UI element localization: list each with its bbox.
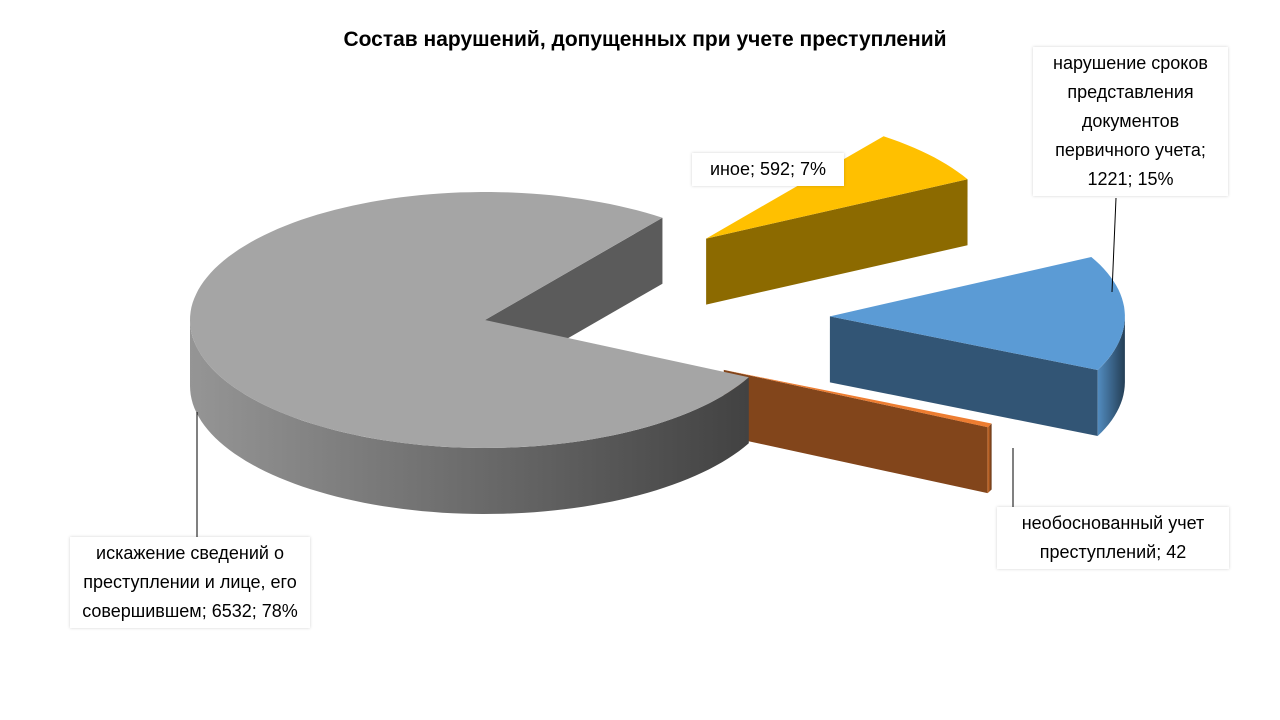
slice-top [723,369,992,428]
slice-side [829,316,1098,437]
slice [723,369,992,494]
chart-title: Состав нарушений, допущенных при учете п… [343,28,947,51]
label-category: иное [709,159,750,179]
slice [190,192,749,514]
label-percent: 15% [1137,169,1174,189]
label-separator: ; [1156,542,1167,562]
label-value: 6532 [211,601,252,621]
slice-wall [190,320,749,514]
label-separator: ; [790,159,801,179]
data-label: искажение сведений о преступлении и лице… [70,537,310,628]
data-label: иное; 592; 7% [692,153,844,186]
slice-side [723,369,988,494]
label-separator: ; [251,601,262,621]
slice-wall [987,423,992,494]
data-label: необоснованный учет преступлений; 42 [997,507,1229,569]
leader-line [1111,197,1117,293]
slice-side [706,179,968,305]
slice-top [190,192,749,448]
slice [829,257,1125,437]
label-separator: ; [1127,169,1138,189]
label-category: необоснованный учет преступлений [1021,513,1205,562]
label-value: 592 [759,159,791,179]
label-category: искажение сведений о преступлении и лице… [82,543,297,621]
label-value: 1221 [1087,169,1128,189]
label-separator: ; [1200,140,1206,160]
slice-top [706,136,968,239]
slice-wall [1097,316,1125,436]
slice [706,136,968,305]
label-category: нарушение сроков представления документо… [1053,53,1208,160]
label-percent: 78% [261,601,298,621]
label-separator: ; [201,601,212,621]
label-percent: 7% [800,159,827,179]
label-separator: ; [749,159,760,179]
data-label: нарушение сроков представления документо… [1033,47,1228,196]
slice-top [829,257,1125,370]
label-value: 42 [1166,542,1187,562]
pie [190,136,1125,514]
